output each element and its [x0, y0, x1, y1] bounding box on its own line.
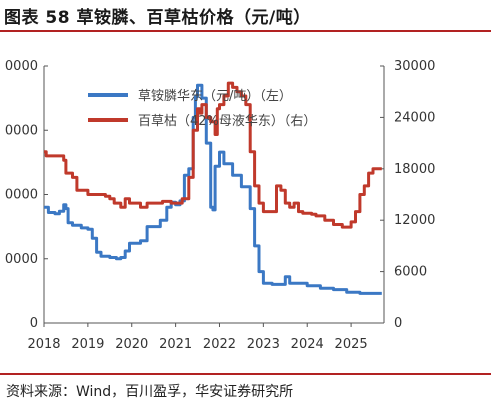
source-divider	[0, 373, 491, 375]
x-tick-label: 2025	[335, 337, 368, 352]
series-line-glufosinate	[44, 83, 382, 295]
chart-legend: 草铵膦华东（元/吨）（左） 百草枯（42%母液华东）（右）	[88, 89, 316, 129]
x-tick-label: 2018	[27, 337, 60, 352]
x-tick-label: 2022	[203, 337, 236, 352]
legend-label: 草铵膦华东（元/吨）（左）	[138, 89, 292, 104]
chart: 0000000000000000006000120001800024000300…	[5, 59, 435, 352]
right-y-tick-label: 12000	[394, 213, 435, 228]
x-tick-label: 2023	[247, 337, 280, 352]
title-divider	[0, 30, 491, 32]
right-y-tick-label: 0	[394, 316, 402, 331]
legend-label: 百草枯（42%母液华东）（右）	[138, 114, 316, 129]
left-y-tick-label: 0000	[5, 188, 38, 203]
left-y-tick-label: 0000	[5, 252, 38, 267]
x-tick-label: 2024	[291, 337, 324, 352]
chart-series	[44, 81, 382, 295]
left-y-tick-label: 0000	[5, 59, 38, 74]
x-tick-label: 2020	[115, 337, 148, 352]
right-y-tick-label: 30000	[394, 59, 435, 74]
series-line-paraquat	[44, 81, 382, 229]
right-y-tick-label: 6000	[394, 265, 427, 280]
x-tick-label: 2021	[159, 337, 192, 352]
left-y-tick-label: 0	[30, 316, 38, 331]
right-y-tick-label: 24000	[394, 110, 435, 125]
chart-title: 图表 58 草铵膦、百草枯价格（元/吨）	[4, 8, 311, 28]
source-note: 资料来源：Wind，百川盈孚，华安证券研究所	[6, 384, 294, 400]
right-y-tick-label: 18000	[394, 162, 435, 177]
chart-axes: 0000000000000000006000120001800024000300…	[5, 59, 435, 352]
x-tick-label: 2019	[71, 337, 104, 352]
left-y-tick-label: 0000	[5, 123, 38, 138]
